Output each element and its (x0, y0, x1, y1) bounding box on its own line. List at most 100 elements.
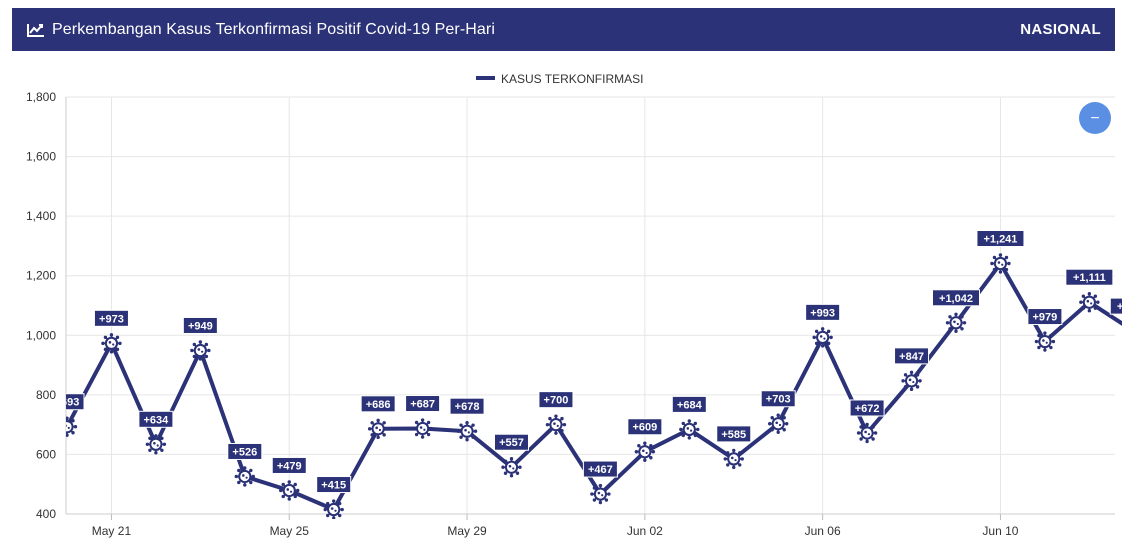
svg-text:+678: +678 (455, 401, 480, 413)
virus-marker-icon[interactable] (990, 253, 1011, 274)
data-label: +979 (1027, 308, 1063, 326)
x-tick-label: Jun 02 (627, 524, 663, 538)
y-tick-label: 800 (36, 388, 56, 402)
data-label: +949 (182, 316, 218, 334)
svg-text:+1,111: +1,111 (1073, 272, 1106, 284)
data-label: +467 (582, 460, 618, 478)
data-label: +1,042 (932, 289, 980, 307)
virus-marker-icon[interactable] (190, 340, 211, 361)
virus-marker-icon[interactable] (1034, 331, 1056, 352)
virus-marker-icon[interactable] (590, 483, 611, 505)
chart-area: 400 600 800 1,000 1,200 1,400 1,600 1,800 May 21… (0, 56, 1122, 548)
y-tick-label: 1,800 (26, 90, 56, 104)
data-label: +479 (271, 456, 307, 474)
y-tick-label: 1,400 (26, 209, 56, 223)
svg-text:+479: +479 (277, 460, 302, 472)
virus-marker-icon[interactable] (101, 333, 122, 354)
data-label: +634 (138, 410, 174, 428)
data-label: +609 (627, 418, 663, 436)
svg-text:+467: +467 (588, 464, 613, 476)
virus-marker-icon[interactable] (279, 480, 300, 501)
svg-text:+684: +684 (677, 399, 703, 411)
svg-text:+687: +687 (410, 399, 435, 411)
svg-text:+526: +526 (232, 446, 257, 458)
virus-marker-icon[interactable] (234, 466, 255, 487)
y-tick-label: 1,000 (26, 328, 56, 342)
svg-text:+415: +415 (321, 480, 346, 492)
zoom-out-label: − (1090, 110, 1099, 127)
data-label: +526 (227, 442, 263, 460)
chart-title: Perkembangan Kasus Terkonfirmasi Positif… (52, 20, 496, 38)
virus-marker-icon[interactable] (723, 448, 744, 470)
legend-label: KASUS TERKONFIRMASI (501, 72, 643, 86)
virus-marker-icon[interactable] (768, 413, 789, 434)
virus-marker-icon[interactable] (501, 457, 522, 478)
virus-marker-icon[interactable] (412, 418, 433, 439)
y-tick-label: 1,200 (26, 269, 56, 283)
virus-marker-icon[interactable] (57, 416, 78, 437)
y-tick-label: 600 (36, 447, 56, 461)
data-label: +557 (494, 433, 529, 451)
svg-text:+557: +557 (499, 437, 524, 449)
x-tick-label: Jun 10 (982, 524, 1018, 538)
plot-area: +693 +973 +634 +949 +526 +479 +415 +686 +687 +678… (55, 230, 1122, 519)
x-tick-label: Jun 06 (805, 524, 841, 538)
svg-text:+979: +979 (1033, 312, 1058, 324)
y-tick-label: 1,600 (26, 150, 56, 164)
svg-text:+1,042: +1,042 (939, 293, 973, 305)
svg-text:+693: +693 (55, 397, 80, 409)
data-label: +1,014 (1109, 297, 1122, 315)
svg-text:+585: +585 (721, 429, 746, 441)
svg-text:+973: +973 (99, 313, 124, 325)
data-label: +700 (538, 391, 574, 409)
data-label: +693 (55, 393, 85, 411)
zoom-out-icon (1079, 102, 1111, 134)
data-label: +973 (93, 309, 129, 327)
data-label: +686 (360, 395, 396, 413)
svg-text:+700: +700 (544, 395, 569, 407)
data-label: +1,241 (976, 230, 1025, 248)
virus-marker-icon[interactable] (545, 414, 567, 435)
virus-marker-icon[interactable] (945, 312, 967, 333)
series-line (66, 261, 1122, 512)
data-label: +672 (849, 399, 885, 417)
data-label: +684 (671, 395, 707, 413)
svg-text:+609: +609 (632, 422, 657, 434)
svg-text:+1,241: +1,241 (983, 234, 1017, 246)
virus-marker-icon[interactable] (901, 370, 922, 392)
data-label: +687 (405, 395, 441, 413)
virus-marker-icon[interactable] (367, 418, 389, 440)
virus-marker-icon[interactable] (323, 499, 344, 519)
y-tick-label: 400 (36, 507, 56, 521)
svg-text:+634: +634 (144, 414, 170, 426)
svg-text:+703: +703 (766, 394, 791, 406)
data-label: +847 (894, 347, 930, 365)
data-label: +1,111 (1065, 268, 1114, 286)
line-chart-icon (26, 22, 46, 38)
line-chart: 400 600 800 1,000 1,200 1,400 1,600 1,800 May 21… (26, 72, 1122, 538)
virus-marker-icon[interactable] (456, 420, 478, 442)
svg-text:+993: +993 (810, 307, 835, 319)
virus-marker-icon[interactable] (145, 434, 167, 455)
x-tick-label: May 29 (447, 524, 487, 538)
chart-header: Perkembangan Kasus Terkonfirmasi Positif… (12, 8, 1115, 51)
x-tick-label: May 21 (92, 524, 132, 538)
svg-text:+847: +847 (899, 351, 924, 363)
data-label: +993 (805, 303, 841, 321)
x-tick-label: May 25 (270, 524, 310, 538)
legend-swatch (476, 76, 495, 80)
region-label: NASIONAL (1020, 21, 1101, 38)
virus-marker-icon[interactable] (679, 419, 700, 440)
svg-text:+672: +672 (855, 403, 880, 415)
data-label: +678 (449, 397, 485, 415)
svg-text:+949: +949 (188, 320, 213, 332)
data-label: +585 (716, 425, 752, 443)
data-label: +415 (316, 476, 352, 494)
virus-marker-icon[interactable] (856, 422, 878, 444)
virus-marker-icon[interactable] (634, 441, 656, 462)
zoom-out-button[interactable]: − (1079, 102, 1111, 134)
svg-text:+686: +686 (366, 399, 391, 411)
virus-marker-icon[interactable] (1079, 292, 1100, 313)
legend[interactable]: KASUS TERKONFIRMASI (476, 72, 643, 86)
virus-marker-icon[interactable] (812, 327, 833, 348)
